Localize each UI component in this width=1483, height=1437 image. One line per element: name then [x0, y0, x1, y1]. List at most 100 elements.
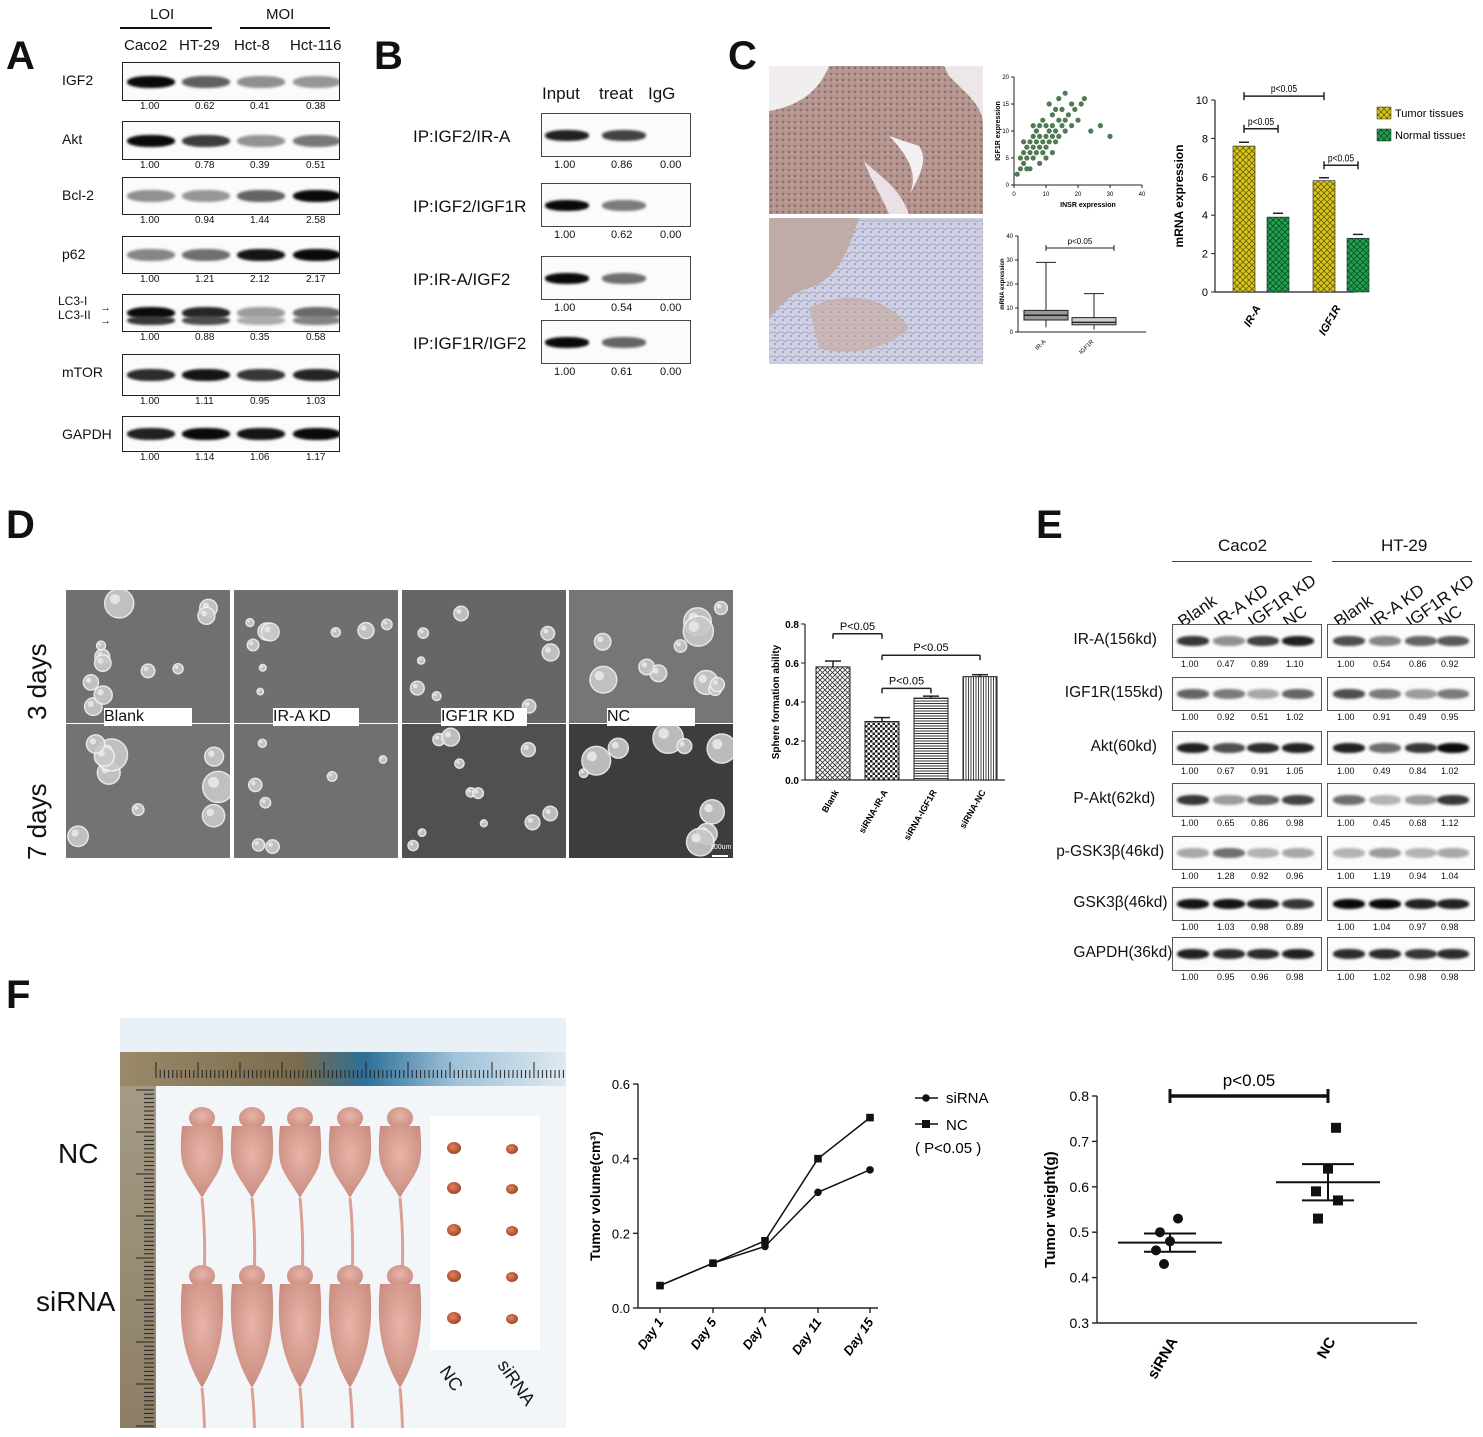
legend-marker [922, 1120, 930, 1128]
scatter-point [1046, 128, 1052, 134]
point-sirna [1151, 1245, 1161, 1256]
blot-a-4 [122, 294, 340, 332]
sphere [431, 691, 442, 702]
row-label-p62: p62 [62, 246, 86, 262]
sphere [93, 654, 112, 673]
cell-line-caco2 [1172, 561, 1312, 562]
mouse-head [337, 1265, 363, 1287]
lane-label-treat: treat [599, 84, 634, 103]
scatter-point [1040, 117, 1046, 123]
band [293, 428, 339, 440]
sphere-cells [409, 605, 560, 714]
x-tick-label: siRNA-IGF1R [902, 788, 939, 842]
quant-value: 0.84 [1409, 766, 1427, 776]
sphere-highlight [409, 842, 414, 846]
blot-a-6 [122, 416, 340, 452]
sphere-tile-7d-0 [66, 724, 230, 858]
series-line [659, 1117, 871, 1287]
x-tick-label: Day 15 [840, 1314, 877, 1358]
tumor-nc [447, 1270, 461, 1282]
scatter-point [1049, 150, 1055, 156]
y-tick-label: 0.4 [1070, 1270, 1090, 1286]
row-label-igf2: IGF2 [62, 72, 94, 88]
mouse-body [230, 1284, 274, 1388]
row-label-mtor: mTOR [62, 364, 103, 380]
sphere [247, 777, 263, 793]
sphere-highlight [97, 657, 104, 664]
quant-value: 1.17 [306, 452, 326, 463]
box [1071, 317, 1117, 326]
blot-e-ht29-2 [1327, 731, 1475, 765]
band [1369, 848, 1401, 858]
quant-value: 1.00 [1181, 766, 1199, 776]
y-tick-label: 0.3 [1070, 1315, 1090, 1331]
scatter-point [1024, 144, 1030, 150]
sphere-cells [82, 590, 218, 717]
sphere [95, 640, 107, 651]
y-tick-label: 6 [1202, 172, 1208, 184]
band [602, 273, 646, 284]
sphere-highlight [456, 760, 460, 764]
mouse-body [278, 1284, 322, 1388]
cell-label-caco2: Caco2 [1218, 536, 1268, 555]
tumor-weight-dot-plot: 0.3 0.4 0.5 0.6 0.7 0.8 siRNA NC p<0.05 Tumor wei… [1042, 1071, 1417, 1382]
x-tick-label: 40 [1139, 192, 1146, 198]
quant-value: 1.00 [1181, 871, 1199, 881]
sphere-highlight [597, 636, 604, 643]
band [602, 337, 646, 348]
quant-value: 0.94 [1409, 871, 1427, 881]
sphere [259, 796, 272, 809]
quant-value: 0.86 [611, 159, 633, 171]
quant-value: 0.89 [1286, 922, 1304, 932]
band [1333, 636, 1365, 646]
sphere [454, 758, 465, 769]
y-tick-label: 5 [1006, 156, 1010, 162]
sphere [82, 674, 100, 691]
sphere [540, 625, 556, 641]
band [182, 428, 230, 440]
panel-a-letter: A [6, 34, 35, 78]
group-line-loi [120, 27, 212, 29]
sphere [357, 621, 375, 640]
mouse-tumor-photo [120, 1018, 566, 1428]
mouse-body [180, 1126, 224, 1198]
band [1213, 636, 1245, 646]
band [1247, 949, 1279, 959]
ip-row-label: IP:IGF2/IGF1R [413, 197, 527, 216]
bar [1346, 237, 1370, 293]
y-axis-label: mRNA expression [1172, 145, 1186, 248]
quant-value: 2.12 [250, 274, 270, 285]
scatter-point [1037, 160, 1043, 166]
x-tick-label: 10 [1043, 192, 1050, 198]
quant-value: 0.62 [611, 229, 633, 241]
band [1437, 899, 1469, 909]
y-tick-label: 0.8 [785, 620, 799, 631]
sphere-highlight [262, 799, 266, 803]
scatter-point [1049, 123, 1055, 129]
sphere [417, 627, 430, 640]
sphere-highlight [208, 750, 215, 758]
sphere-highlight [360, 625, 367, 631]
band [1405, 848, 1437, 858]
tile-label-nc: NC [607, 708, 695, 726]
scatter-point [1014, 171, 1020, 177]
quant-value: 0.61 [611, 366, 633, 378]
sphere-highlight [641, 661, 648, 668]
band [1369, 899, 1401, 909]
mouse-tail [348, 1387, 354, 1428]
band [1282, 743, 1314, 753]
sphere-highlight [249, 641, 254, 646]
mouse-body [378, 1126, 422, 1198]
band [1213, 743, 1245, 753]
scatter-point [1081, 96, 1087, 102]
scatter-point [1024, 166, 1030, 172]
band [1333, 848, 1365, 858]
scatter-point [1056, 133, 1062, 139]
band [1247, 848, 1279, 858]
photo-label-nc: NC [58, 1138, 99, 1169]
scatter-point [1021, 139, 1027, 145]
band [1247, 899, 1279, 909]
quant-value: 0.98 [1286, 972, 1304, 982]
tumor-nc [447, 1142, 461, 1154]
quant-value: 2.17 [306, 274, 326, 285]
